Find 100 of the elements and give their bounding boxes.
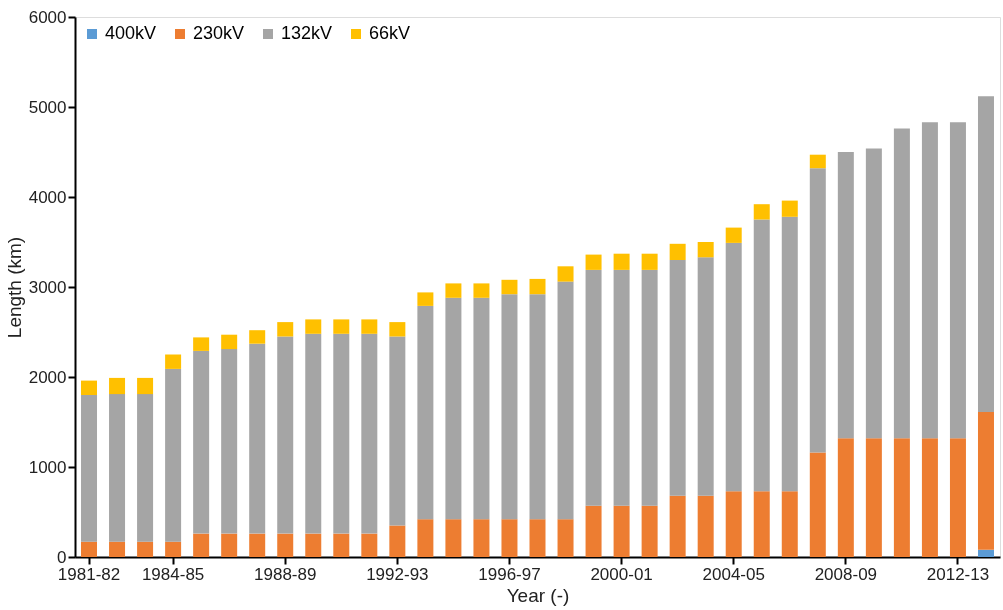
y-tick-label: 3000 (28, 277, 67, 297)
bar (389, 525, 406, 557)
bar (221, 349, 238, 534)
bar (445, 297, 462, 520)
x-tick-label: 1992-93 (366, 564, 429, 584)
bar (753, 491, 770, 557)
bar (333, 319, 350, 334)
bar (557, 519, 574, 557)
bar (501, 519, 518, 557)
bar (865, 438, 882, 557)
bar (361, 333, 378, 534)
bar (81, 541, 98, 557)
bar (725, 227, 742, 243)
bar (473, 283, 490, 298)
bar (501, 294, 518, 520)
x-tick-label: 2012-13 (926, 564, 990, 584)
x-tick-label: 1981-82 (57, 564, 121, 584)
bar (165, 368, 182, 542)
bar (557, 281, 574, 520)
x-tick-label: 1988-89 (254, 564, 317, 584)
bar (333, 533, 350, 557)
bar (249, 343, 266, 534)
bar (753, 204, 770, 220)
bar (137, 541, 154, 557)
bar (501, 279, 518, 295)
bar (277, 336, 294, 534)
bar (585, 269, 602, 506)
bar (193, 337, 210, 351)
bar (81, 380, 98, 395)
y-tick-label: 6000 (28, 7, 67, 27)
bar (837, 152, 854, 439)
bar (585, 254, 602, 270)
bar (613, 505, 630, 557)
legend-label: 400kV (105, 23, 157, 43)
bar (641, 253, 658, 270)
bar (893, 438, 910, 557)
bar (781, 216, 798, 492)
bar (249, 330, 266, 344)
bar (277, 533, 294, 557)
bar (697, 257, 714, 496)
bar (277, 322, 294, 337)
x-tick-label: 2004-05 (702, 564, 765, 584)
y-tick-label: 5000 (28, 97, 67, 117)
bar (781, 200, 798, 217)
bar (669, 260, 686, 496)
bar (529, 278, 546, 295)
bar (193, 350, 210, 534)
bar (305, 333, 322, 534)
bar (557, 266, 574, 282)
bar (977, 549, 994, 557)
legend-label: 132kV (281, 23, 333, 43)
bar (837, 438, 854, 557)
bar (389, 322, 406, 337)
bar (725, 491, 742, 557)
y-axis-title: Length (km) (3, 236, 25, 339)
bar (977, 96, 994, 413)
bar (305, 533, 322, 557)
bar (865, 148, 882, 439)
bar (893, 128, 910, 439)
bar (613, 269, 630, 506)
bar (473, 297, 490, 520)
bar (249, 533, 266, 557)
legend-label: 230kV (193, 23, 245, 43)
bar (165, 541, 182, 557)
bar (921, 438, 938, 557)
bar (725, 242, 742, 492)
bar (977, 412, 994, 550)
bar (193, 533, 210, 557)
bar (389, 336, 406, 526)
bar (221, 334, 238, 350)
bar (613, 253, 630, 270)
y-tick-label: 1000 (28, 457, 67, 477)
bar (417, 519, 434, 557)
bar (753, 219, 770, 492)
bar (109, 377, 126, 395)
bar (809, 154, 826, 169)
bar (669, 243, 686, 260)
y-tick-label: 0 (57, 547, 67, 567)
bar (417, 292, 434, 306)
x-tick-label: 1984-85 (141, 564, 205, 584)
bar (361, 533, 378, 557)
bar (165, 354, 182, 369)
bar (641, 269, 658, 506)
bar (137, 377, 154, 395)
y-tick-label: 2000 (28, 367, 67, 387)
bar (697, 242, 714, 258)
bar (473, 519, 490, 557)
bar (81, 395, 98, 542)
bar (949, 438, 966, 557)
bar (109, 394, 126, 542)
legend-label: 66kV (369, 23, 411, 43)
bar (333, 333, 350, 534)
bar (529, 294, 546, 520)
bar (445, 283, 462, 298)
bar (585, 505, 602, 557)
bar (529, 519, 546, 557)
bar (417, 305, 434, 520)
x-axis-title: Year (-) (506, 584, 570, 606)
bar (305, 319, 322, 334)
bar (809, 452, 826, 557)
